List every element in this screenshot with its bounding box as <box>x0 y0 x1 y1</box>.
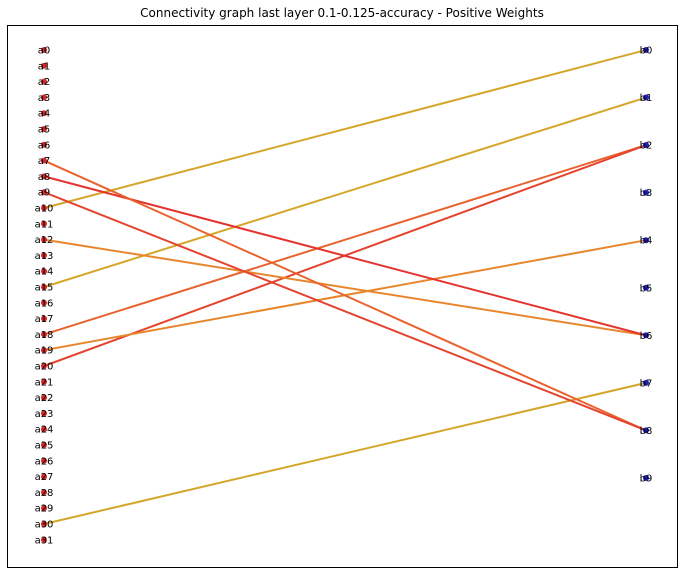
node-label-a25: a25 <box>35 441 54 452</box>
node-label-a2: a2 <box>38 77 51 88</box>
node-a12 <box>41 236 47 243</box>
node-label-a27: a27 <box>35 472 54 483</box>
chart-title: Connectivity graph last layer 0.1-0.125-… <box>140 6 544 20</box>
node-label-a9: a9 <box>38 188 51 199</box>
node-label-a3: a3 <box>38 93 51 104</box>
node-label-a30: a30 <box>35 520 54 531</box>
node-a10 <box>41 205 47 211</box>
node-a15 <box>41 284 47 290</box>
edge-a9-b8 <box>43 191 647 432</box>
node-a16 <box>41 299 47 306</box>
node-label-a22: a22 <box>35 393 54 404</box>
node-label-a1: a1 <box>38 61 51 72</box>
node-label-a0: a0 <box>38 46 51 57</box>
node-b1 <box>643 94 649 101</box>
edges-layer <box>43 49 647 525</box>
node-label-b9: b9 <box>640 473 653 484</box>
node-a26 <box>41 457 47 464</box>
node-label-b3: b3 <box>640 188 653 199</box>
node-a23 <box>41 410 47 417</box>
node-label-a20: a20 <box>35 362 54 373</box>
node-label-a18: a18 <box>35 330 54 341</box>
node-label-a14: a14 <box>35 267 54 278</box>
node-a1 <box>41 62 47 69</box>
node-label-a17: a17 <box>35 314 54 325</box>
node-label-a19: a19 <box>35 346 54 357</box>
node-label-a8: a8 <box>38 172 51 183</box>
node-label-b0: b0 <box>640 46 653 57</box>
edge-a7-b8 <box>43 159 647 432</box>
node-a3 <box>41 94 47 101</box>
node-b0 <box>643 47 649 53</box>
edge-a18-b2 <box>43 144 647 336</box>
node-a13 <box>41 252 47 259</box>
node-b5 <box>643 284 649 291</box>
node-b9 <box>643 474 649 481</box>
edge-a10-b0 <box>43 49 647 209</box>
node-a5 <box>41 126 47 132</box>
edge-a8-b6 <box>43 175 647 337</box>
node-a11 <box>41 220 47 227</box>
node-label-a31: a31 <box>35 535 54 546</box>
node-a22 <box>41 394 47 401</box>
node-label-a11: a11 <box>35 219 54 230</box>
edge-a12-b6 <box>43 238 647 337</box>
node-b4 <box>643 237 649 244</box>
node-b3 <box>643 189 649 196</box>
node-a7 <box>41 157 47 164</box>
node-label-a4: a4 <box>38 109 51 120</box>
node-a2 <box>41 78 47 85</box>
nodes-layer: a0 a1 a2 a3 a4 a5 a6 a7 a8 a9 a10 a11 a12 a13 a14 a15 a1… <box>35 46 653 547</box>
node-a9 <box>41 189 47 196</box>
node-label-a23: a23 <box>35 409 54 420</box>
node-label-a6: a6 <box>38 140 51 151</box>
node-label-b2: b2 <box>640 141 653 152</box>
node-label-a29: a29 <box>35 504 54 515</box>
node-label-a13: a13 <box>35 251 54 262</box>
node-label-a26: a26 <box>35 456 54 467</box>
node-label-a10: a10 <box>35 204 54 215</box>
node-label-a7: a7 <box>38 156 51 167</box>
node-label-a15: a15 <box>35 283 54 294</box>
node-a25 <box>41 442 47 448</box>
node-label-a5: a5 <box>38 125 51 136</box>
node-label-a28: a28 <box>35 488 54 499</box>
node-b2 <box>643 142 649 149</box>
node-a20 <box>41 363 47 369</box>
plot-frame <box>7 25 678 568</box>
node-a19 <box>41 347 47 354</box>
node-label-a21: a21 <box>35 377 54 388</box>
node-label-a12: a12 <box>35 235 54 246</box>
node-a4 <box>41 110 47 117</box>
node-b7 <box>643 379 649 386</box>
node-a14 <box>41 268 47 275</box>
node-a17 <box>41 315 47 322</box>
node-label-a24: a24 <box>35 425 54 436</box>
node-label-a16: a16 <box>35 298 54 309</box>
node-a24 <box>41 426 47 433</box>
node-label-b7: b7 <box>640 378 653 389</box>
node-a6 <box>41 141 47 148</box>
node-label-b5: b5 <box>640 283 653 294</box>
node-a30 <box>41 521 47 527</box>
node-a29 <box>41 505 47 512</box>
edge-a30-b7 <box>43 381 647 525</box>
node-b8 <box>643 427 649 434</box>
node-label-b1: b1 <box>640 93 653 104</box>
node-b6 <box>643 332 649 339</box>
node-a31 <box>41 536 47 543</box>
node-label-b6: b6 <box>640 331 653 342</box>
node-a8 <box>41 173 47 180</box>
node-a18 <box>41 331 47 338</box>
node-a21 <box>41 378 47 385</box>
node-a28 <box>41 489 47 496</box>
node-label-b8: b8 <box>640 426 653 437</box>
node-a0 <box>41 47 47 53</box>
node-a27 <box>41 473 47 480</box>
node-label-b4: b4 <box>640 236 653 247</box>
